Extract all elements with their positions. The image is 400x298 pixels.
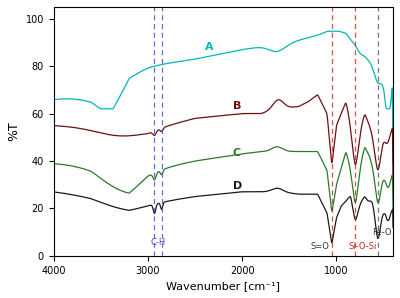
- Text: B: B: [233, 101, 241, 111]
- X-axis label: Wavenumber [cm⁻¹]: Wavenumber [cm⁻¹]: [166, 281, 280, 291]
- Y-axis label: %T: %T: [7, 122, 20, 141]
- Text: A: A: [204, 42, 213, 52]
- Text: D: D: [233, 181, 242, 191]
- Text: S=O: S=O: [310, 242, 330, 251]
- Text: C: C: [233, 148, 241, 158]
- Text: C-H: C-H: [150, 238, 166, 247]
- Text: Fe-O: Fe-O: [372, 228, 392, 237]
- Text: Si-O-Si: Si-O-Si: [349, 242, 377, 251]
